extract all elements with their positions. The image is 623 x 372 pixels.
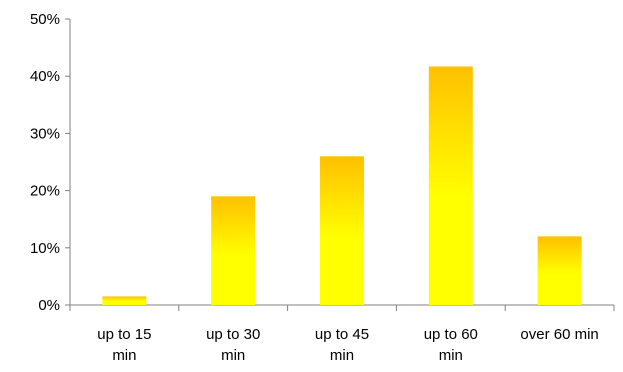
x-category-label: up to 60 min — [424, 326, 478, 364]
labels: 0% 10% 20% 30% 40% 50% up to 15 min up to 30 min u… — [30, 11, 599, 364]
x-category-label: over 60 min — [520, 326, 598, 343]
y-tick-label: 30% — [30, 125, 60, 142]
bar-2 — [211, 196, 256, 305]
y-tick-label: 20% — [30, 183, 60, 200]
bar-1 — [102, 296, 147, 305]
y-tick-label: 50% — [30, 11, 60, 28]
bar-3 — [320, 156, 364, 305]
y-tick-label: 0% — [38, 297, 60, 314]
x-category-label: up to 45 min — [315, 326, 369, 364]
y-tick-label: 10% — [30, 240, 60, 257]
y-tick-label: 40% — [30, 68, 60, 85]
bars — [102, 66, 582, 305]
bar-4 — [428, 66, 473, 305]
bar-5 — [537, 236, 582, 305]
x-category-label: up to 15 min — [97, 326, 151, 364]
axes — [65, 18, 615, 311]
x-category-label: up to 30 min — [206, 326, 260, 364]
